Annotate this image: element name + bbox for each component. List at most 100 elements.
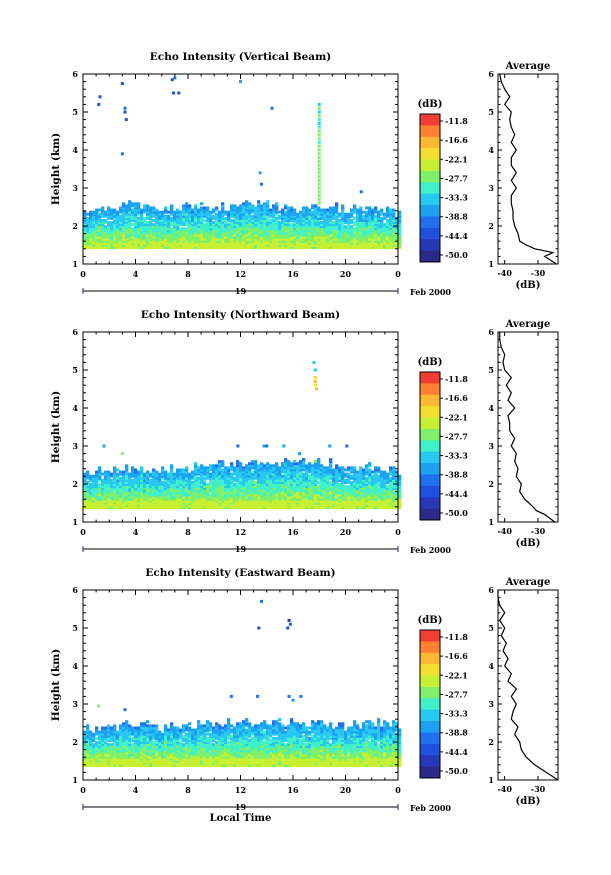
echo-cell [260,229,264,233]
echo-cell [290,481,294,484]
echo-cell [215,483,219,487]
echo-cell [221,227,225,231]
echo-cell [161,497,165,501]
echo-cell [392,237,396,241]
echo-cell [182,489,186,493]
echo-cell [179,483,183,487]
echo-cell [251,237,255,241]
echo-cell [122,757,126,761]
echo-cell [290,219,294,222]
echo-cell [248,489,252,493]
chart-title: Echo Intensity (Northward Beam) [141,309,340,321]
echo-cell [182,214,186,218]
echo-cell [140,497,144,501]
echo-cell [203,493,207,497]
echo-cell [110,216,114,220]
echo-cell [149,506,153,509]
echo-cell [299,246,303,250]
echo-cell [356,489,360,493]
echo-cell [215,233,219,237]
echo-cell [299,485,303,489]
echo-cell [323,225,327,229]
echo-cell [92,501,96,505]
echo-cell [146,212,150,216]
echo-cell [212,474,216,478]
echo-cell [305,223,309,227]
echo-cell [239,242,243,245]
echo-cell [272,499,276,503]
echo-cell [221,216,225,220]
echo-cell [326,223,330,227]
echo-cell [347,495,351,499]
echo-cell [182,493,186,497]
echo-cell [149,229,153,233]
echo-cell [245,242,249,245]
echo-cell [242,235,246,239]
echo-cell [299,225,303,229]
echo-cell [155,229,159,233]
echo-cell [170,246,174,250]
echo-cell [365,497,369,501]
echo-cell [296,246,300,250]
echo-cell [296,221,300,225]
echo-cell [119,741,123,745]
echo-cell [293,483,297,487]
echo-cell [329,495,333,499]
echo-cell [269,242,273,245]
echo-cell [92,476,96,480]
echo-cell [137,233,141,237]
echo-cell [320,242,324,245]
echo-cell [263,227,267,231]
echo-cell [176,493,180,497]
echo-cell [104,237,108,241]
echo-cell [155,212,159,216]
echo-cell [101,478,105,482]
echo-cell [395,221,399,225]
echo-cell [101,747,105,751]
echo-cell [302,468,306,472]
echo-cell [194,225,198,229]
echo-cell [239,499,243,503]
echo-cell [206,497,210,501]
echo-cell [368,478,372,482]
echo-cell [302,225,306,229]
echo-cell [104,506,108,509]
echo-cell [392,208,396,212]
echo-cell [131,751,135,755]
echo-cell [140,504,144,507]
echo-cell [347,474,351,478]
echo-cell [119,478,123,482]
echo-cell [194,474,198,478]
echo-cell [362,468,366,472]
echo-cell [140,481,144,484]
echo-cell [167,244,171,248]
echo-cell [212,485,216,489]
echo-cell [308,231,312,235]
echo-cell [140,223,144,227]
echo-cell [302,495,306,499]
echo-cell [377,235,381,239]
echo-cell [320,235,324,239]
echo-cell [227,223,231,227]
echo-cell [290,214,294,218]
echo-cell [83,741,87,745]
echo-cell [164,208,168,212]
echo-cell [389,491,393,495]
echo-cell [158,221,162,225]
echo-cell [365,468,369,472]
echo-cell [320,216,324,220]
echo-cell [101,764,105,767]
echo-cell [131,483,135,487]
echo-cell [350,493,354,497]
echo-cell [380,483,384,487]
echo-cell [242,468,246,472]
echo-cell [326,221,330,225]
echo-cell [329,227,333,231]
echo-cell [389,489,393,493]
echo-cell [290,462,294,466]
echo-cell [362,478,366,482]
echo-cell [206,206,210,210]
echo-cell [383,499,387,503]
echo-cell [110,732,114,736]
echo-cell [101,212,105,216]
